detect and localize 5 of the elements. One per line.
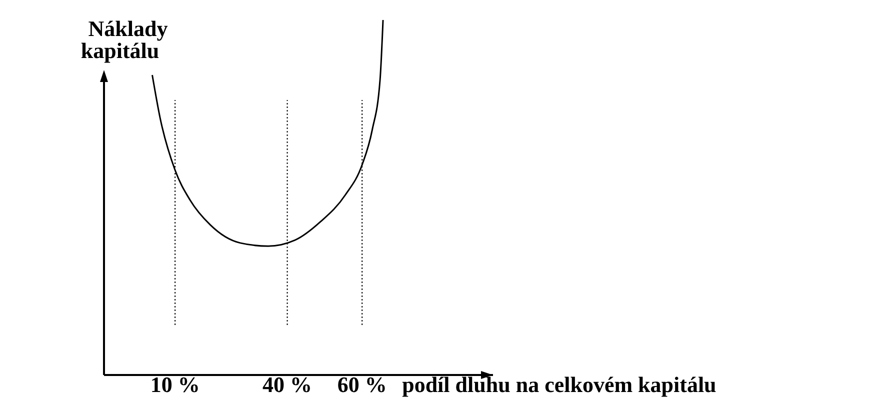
x-tick-label: 60 % (337, 372, 387, 397)
x-tick-label: 40 % (262, 372, 312, 397)
x-tick-label: 10 % (150, 372, 200, 397)
x-axis-title: podíl dluhu na celkovém kapitálu (402, 372, 716, 397)
y-axis-title: Náklady kapitálu (80, 16, 168, 63)
